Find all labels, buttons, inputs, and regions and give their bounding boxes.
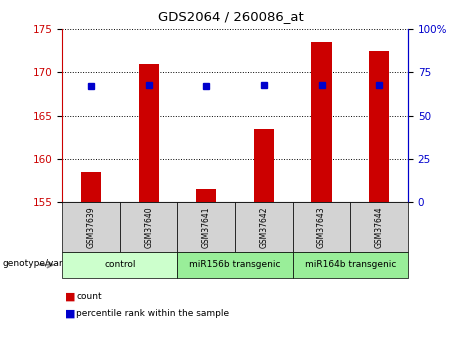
Text: miR164b transgenic: miR164b transgenic <box>305 260 396 269</box>
Text: GSM37640: GSM37640 <box>144 206 153 248</box>
Text: GSM37641: GSM37641 <box>202 206 211 248</box>
Text: GSM37639: GSM37639 <box>87 206 95 248</box>
Bar <box>369 51 389 202</box>
Text: percentile rank within the sample: percentile rank within the sample <box>76 309 229 318</box>
Text: GSM37643: GSM37643 <box>317 206 326 248</box>
Text: GSM37644: GSM37644 <box>375 206 384 248</box>
Text: GDS2064 / 260086_at: GDS2064 / 260086_at <box>158 10 303 23</box>
Text: GSM37642: GSM37642 <box>260 206 268 248</box>
Bar <box>312 42 331 202</box>
Text: control: control <box>104 260 136 269</box>
Text: miR156b transgenic: miR156b transgenic <box>189 260 281 269</box>
Text: count: count <box>76 292 102 301</box>
Bar <box>81 172 101 202</box>
Bar <box>254 129 274 202</box>
Text: genotype/variation: genotype/variation <box>2 258 89 268</box>
Text: ■: ■ <box>65 308 75 318</box>
Text: ■: ■ <box>65 292 75 302</box>
Bar <box>196 189 216 202</box>
Bar <box>139 64 159 202</box>
